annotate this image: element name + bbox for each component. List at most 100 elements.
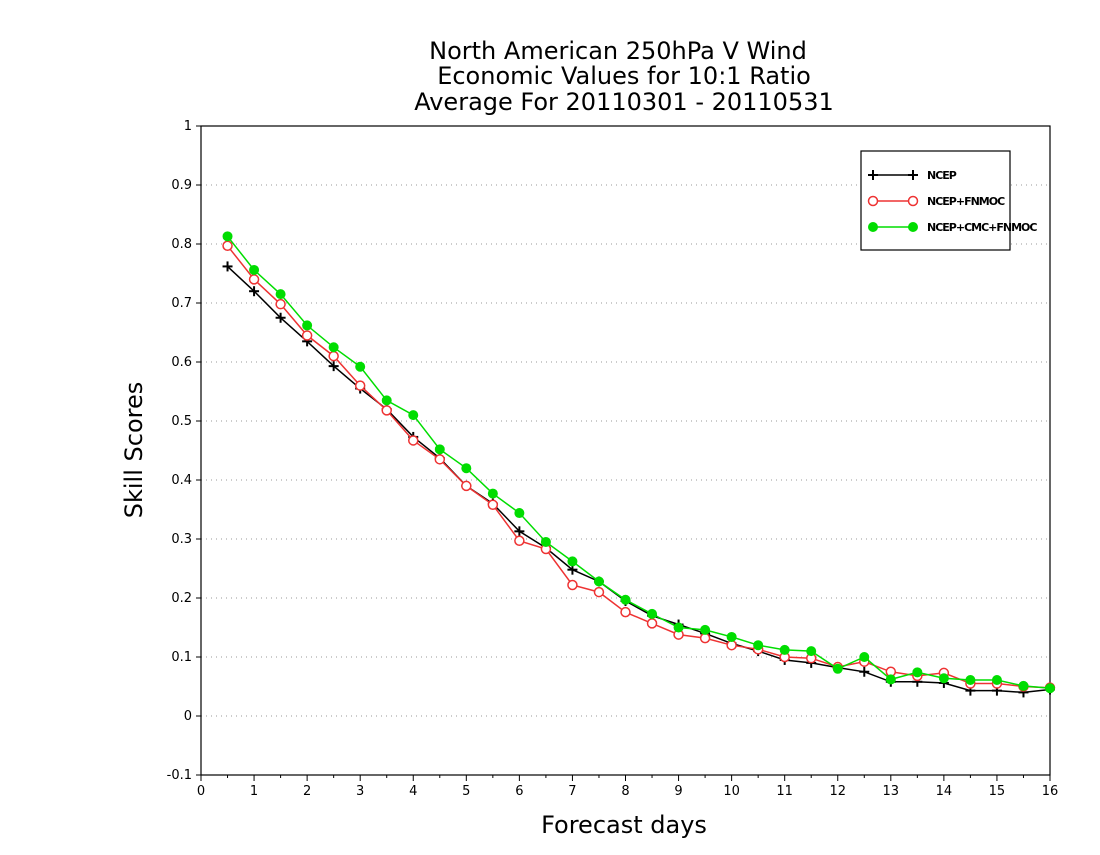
data-point-ncep-cmc-fnmoc bbox=[514, 508, 525, 519]
legend-entry: NCEP+FNMOC bbox=[867, 195, 1006, 208]
series-ncep-fnmoc bbox=[222, 240, 1056, 693]
data-point-ncep-cmc-fnmoc bbox=[222, 231, 233, 242]
y-tick-label: 0.8 bbox=[171, 237, 192, 252]
data-point-ncep-fnmoc bbox=[381, 405, 392, 416]
data-point-ncep-fnmoc bbox=[275, 298, 286, 310]
data-point-ncep-fnmoc bbox=[567, 579, 578, 591]
data-point-ncep-fnmoc bbox=[514, 535, 525, 547]
legend-marker bbox=[908, 222, 918, 232]
y-tick-label: 0.9 bbox=[171, 178, 192, 193]
data-point-ncep-cmc-fnmoc bbox=[620, 594, 631, 605]
data-point-ncep-fnmoc bbox=[328, 350, 339, 362]
x-tick-label: 5 bbox=[462, 784, 470, 799]
y-axis-title: Skill Scores bbox=[120, 382, 148, 519]
data-point-ncep-fnmoc bbox=[354, 380, 366, 391]
y-tick-label: -0.1 bbox=[167, 768, 192, 783]
data-point-ncep-fnmoc bbox=[222, 240, 233, 252]
legend-label: NCEP bbox=[927, 169, 957, 182]
data-point-ncep-cmc-fnmoc bbox=[328, 342, 339, 353]
data-point-ncep-cmc-fnmoc bbox=[381, 395, 392, 406]
data-point-ncep-cmc-fnmoc bbox=[647, 608, 658, 619]
data-point-ncep-cmc-fnmoc bbox=[434, 444, 445, 455]
data-point-ncep bbox=[249, 286, 260, 297]
legend-marker bbox=[868, 170, 878, 180]
legend-label: NCEP+CMC+FNMOC bbox=[927, 221, 1037, 234]
x-tick-label: 0 bbox=[197, 784, 205, 799]
data-point-ncep-fnmoc bbox=[461, 480, 472, 492]
data-point-ncep-cmc-fnmoc bbox=[885, 674, 896, 685]
x-tick-label: 4 bbox=[409, 784, 417, 799]
data-point-ncep-cmc-fnmoc bbox=[567, 556, 578, 567]
x-tick-label: 14 bbox=[936, 784, 953, 799]
data-point-ncep-cmc-fnmoc bbox=[275, 289, 286, 300]
x-tick-label: 16 bbox=[1042, 784, 1059, 799]
gridlines bbox=[201, 184, 1050, 717]
data-point-ncep-fnmoc bbox=[726, 639, 737, 651]
data-point-ncep bbox=[859, 666, 870, 677]
data-point-ncep-cmc-fnmoc bbox=[779, 644, 790, 655]
y-tick-label: 1 bbox=[184, 119, 192, 134]
data-point-ncep-cmc-fnmoc bbox=[302, 320, 313, 331]
x-tick-label: 6 bbox=[515, 784, 523, 799]
data-point-ncep-cmc-fnmoc bbox=[673, 622, 684, 633]
data-point-ncep-fnmoc bbox=[620, 606, 631, 618]
legend-marker bbox=[867, 195, 879, 207]
x-tick-label: 13 bbox=[883, 784, 900, 799]
chart-title-line-2: Economic Values for 10:1 Ratio bbox=[437, 62, 811, 90]
series-line-ncep-fnmoc bbox=[226, 245, 1051, 689]
data-point-ncep-cmc-fnmoc bbox=[726, 631, 737, 642]
legend-entry: NCEP+CMC+FNMOC bbox=[868, 221, 1038, 234]
data-point-ncep-fnmoc bbox=[408, 435, 419, 446]
x-tick-label: 12 bbox=[829, 784, 846, 799]
legend: NCEP NCEP+FNMOC NCEP+CMC+FNMOC bbox=[860, 150, 1038, 251]
x-tick-label: 8 bbox=[621, 784, 629, 799]
data-point-ncep-cmc-fnmoc bbox=[832, 663, 843, 674]
data-point-ncep-cmc-fnmoc bbox=[461, 463, 472, 474]
chart-title: North American 250hPa V Wind Economic Va… bbox=[414, 37, 834, 116]
legend-marker bbox=[868, 222, 878, 232]
data-point-ncep-cmc-fnmoc bbox=[806, 646, 817, 657]
legend-entry: NCEP bbox=[868, 169, 958, 182]
data-point-ncep-cmc-fnmoc bbox=[540, 536, 551, 547]
x-tick-label: 15 bbox=[989, 784, 1006, 799]
data-point-ncep-fnmoc bbox=[646, 618, 658, 629]
data-point-ncep-cmc-fnmoc bbox=[1045, 683, 1055, 694]
y-tick-label: 0.2 bbox=[171, 591, 192, 606]
y-tick-label: 0.6 bbox=[171, 355, 192, 370]
legend-marker bbox=[908, 170, 918, 180]
x-tick-label: 9 bbox=[674, 784, 682, 799]
data-point-ncep-cmc-fnmoc bbox=[991, 675, 1002, 686]
data-point-ncep-fnmoc bbox=[301, 330, 313, 341]
data-point-ncep-fnmoc bbox=[434, 454, 446, 465]
data-point-ncep bbox=[222, 261, 233, 272]
data-point-ncep bbox=[514, 526, 525, 537]
data-point-ncep-cmc-fnmoc bbox=[700, 624, 711, 635]
legend-label: NCEP+FNMOC bbox=[927, 195, 1005, 208]
chart-title-line-1: North American 250hPa V Wind bbox=[429, 37, 807, 65]
data-point-ncep-cmc-fnmoc bbox=[355, 361, 366, 372]
series-lines bbox=[222, 231, 1056, 698]
x-axis-title: Forecast days bbox=[541, 811, 707, 839]
x-tick-label: 1 bbox=[250, 784, 258, 799]
chart-title-line-3: Average For 20110301 - 20110531 bbox=[414, 88, 834, 116]
y-tick-label: 0 bbox=[184, 709, 192, 724]
data-point-ncep-fnmoc bbox=[699, 632, 711, 644]
data-point-ncep-cmc-fnmoc bbox=[593, 576, 604, 587]
x-tick-label: 11 bbox=[776, 784, 793, 799]
data-point-ncep-cmc-fnmoc bbox=[859, 652, 870, 662]
data-point-ncep-cmc-fnmoc bbox=[938, 673, 949, 684]
x-tick-label: 3 bbox=[356, 784, 364, 799]
data-point-ncep-cmc-fnmoc bbox=[965, 675, 976, 686]
x-tick-label: 2 bbox=[303, 784, 311, 799]
axes: -0.100.10.20.30.40.50.60.70.80.910 1 2 3 4 5 6… bbox=[167, 119, 1059, 799]
data-point-ncep-cmc-fnmoc bbox=[249, 264, 260, 275]
data-point-ncep-cmc-fnmoc bbox=[487, 488, 498, 499]
y-tick-label: 0.7 bbox=[171, 296, 192, 311]
y-tick-label: 0.5 bbox=[171, 414, 192, 429]
data-point-ncep bbox=[328, 361, 339, 372]
y-tick-label: 0.3 bbox=[171, 532, 192, 547]
series-ncep-cmc-fnmoc bbox=[222, 231, 1055, 694]
x-tick-label: 7 bbox=[568, 784, 576, 799]
data-point-ncep bbox=[275, 312, 286, 323]
